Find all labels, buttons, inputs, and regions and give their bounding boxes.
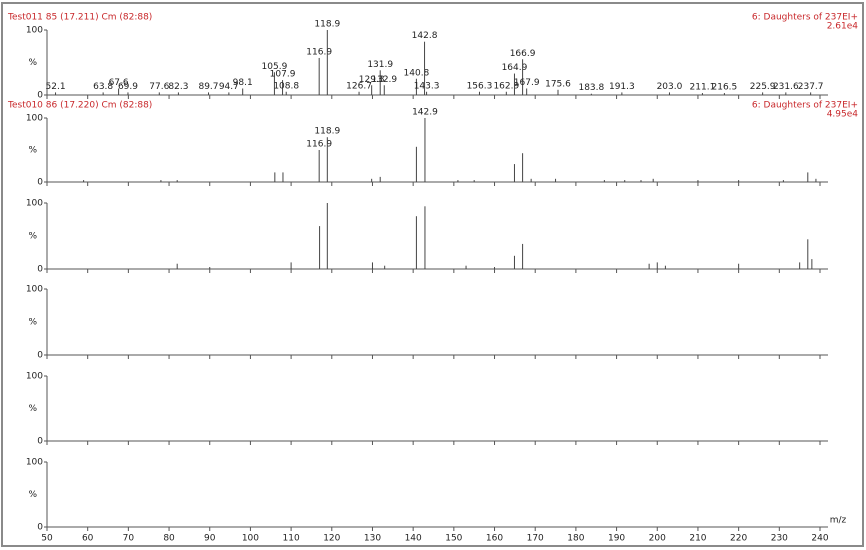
y-axis-label: % [28, 490, 37, 500]
x-tick-label: 90 [204, 534, 216, 544]
y-tick-label: 100 [26, 114, 43, 124]
x-tick-label: 150 [445, 534, 462, 544]
x-tick-label: 170 [527, 534, 544, 544]
peak-label: 183.8 [578, 83, 604, 93]
peak-label: 231.6 [773, 82, 799, 92]
x-tick-label: 100 [242, 534, 259, 544]
x-tick-label: 50 [41, 534, 53, 544]
x-tick-label: 140 [405, 534, 422, 544]
y-tick-label: 0 [37, 351, 43, 361]
peak-label: 63.8 [93, 82, 113, 92]
peak-label: 162.9 [493, 81, 519, 91]
y-axis-label: % [28, 58, 37, 68]
panel-title: Test010 86 (17.220) Cm (82:88) [7, 101, 152, 111]
x-tick-label: 110 [283, 534, 300, 544]
y-tick-label: 100 [26, 26, 43, 36]
peak-label: 132.9 [371, 75, 397, 85]
y-tick-label: 100 [26, 458, 43, 468]
peak-label: 203.0 [657, 82, 683, 92]
panel-right-title: 6: Daughters of 237EI+ [752, 13, 858, 23]
y-tick-label: 0 [37, 523, 43, 533]
x-tick-label: 190 [608, 534, 625, 544]
peak-label: 143.3 [414, 81, 440, 91]
peak-label: 140.8 [404, 68, 430, 78]
peak-label: 118.9 [314, 127, 340, 137]
peak-label: 116.9 [306, 140, 332, 150]
y-tick-label: 100 [26, 199, 43, 209]
x-tick-label: 160 [486, 534, 503, 544]
peak-label: 156.3 [467, 81, 493, 91]
peak-label: 116.9 [306, 47, 332, 57]
peak-label: 67.6 [109, 78, 129, 88]
peak-label: 108.8 [273, 81, 299, 91]
peak-label: 164.9 [502, 63, 528, 73]
peak-label: 166.9 [510, 49, 536, 59]
peak-label: 94.7 [219, 82, 239, 92]
peak-label: 69.9 [118, 82, 138, 92]
peak-label: 118.9 [314, 20, 340, 30]
peak-label: 167.9 [514, 78, 540, 88]
peak-label: 129.8 [359, 75, 385, 85]
x-tick-label: 210 [689, 534, 706, 544]
y-axis-label: % [28, 404, 37, 414]
peak-label: 216.5 [712, 83, 738, 93]
panel-right-title: 6: Daughters of 237EI+ [752, 101, 858, 111]
peak-label: 211.1 [690, 83, 716, 93]
y-tick-label: 0 [37, 91, 43, 101]
peak-label: 98.1 [233, 78, 253, 88]
x-tick-label: 180 [567, 534, 584, 544]
y-tick-label: 100 [26, 285, 43, 295]
peak-label: 77.6 [149, 82, 169, 92]
peak-label: 107.9 [270, 70, 296, 80]
peak-label: 175.6 [545, 79, 571, 89]
x-tick-label: 130 [364, 534, 381, 544]
y-axis-label: % [28, 318, 37, 328]
y-axis-label: % [28, 146, 37, 156]
panel-title: Test011 85 (17.211) Cm (82:88) [7, 13, 152, 23]
panel-intensity: 2.61e4 [827, 22, 859, 32]
peak-label: 142.8 [412, 31, 438, 41]
peak-label: 237.7 [798, 82, 824, 92]
peak-label: 225.9 [750, 82, 776, 92]
x-tick-label: 220 [730, 534, 747, 544]
peak-label: 89.7 [198, 82, 218, 92]
peak-label: 82.3 [168, 82, 188, 92]
peak-label: 126.7 [346, 81, 372, 91]
y-tick-label: 0 [37, 437, 43, 447]
x-tick-label: 70 [123, 534, 135, 544]
x-axis-label: m/z [830, 516, 847, 526]
panel-intensity: 4.95e4 [827, 110, 859, 120]
y-tick-label: 0 [37, 265, 43, 275]
x-tick-label: 230 [771, 534, 788, 544]
peak-label: 131.9 [367, 60, 393, 70]
y-tick-label: 100 [26, 372, 43, 382]
x-tick-label: 120 [323, 534, 340, 544]
x-tick-label: 60 [82, 534, 94, 544]
peak-label: 105.9 [262, 62, 288, 72]
peak-label: 52.1 [46, 82, 66, 92]
peak-label: 142.9 [412, 108, 438, 118]
y-axis-label: % [28, 232, 37, 242]
peak-label: 191.3 [609, 82, 635, 92]
x-tick-label: 200 [649, 534, 666, 544]
y-tick-label: 0 [37, 178, 43, 188]
x-tick-label: 80 [163, 534, 175, 544]
x-tick-label: 240 [811, 534, 828, 544]
